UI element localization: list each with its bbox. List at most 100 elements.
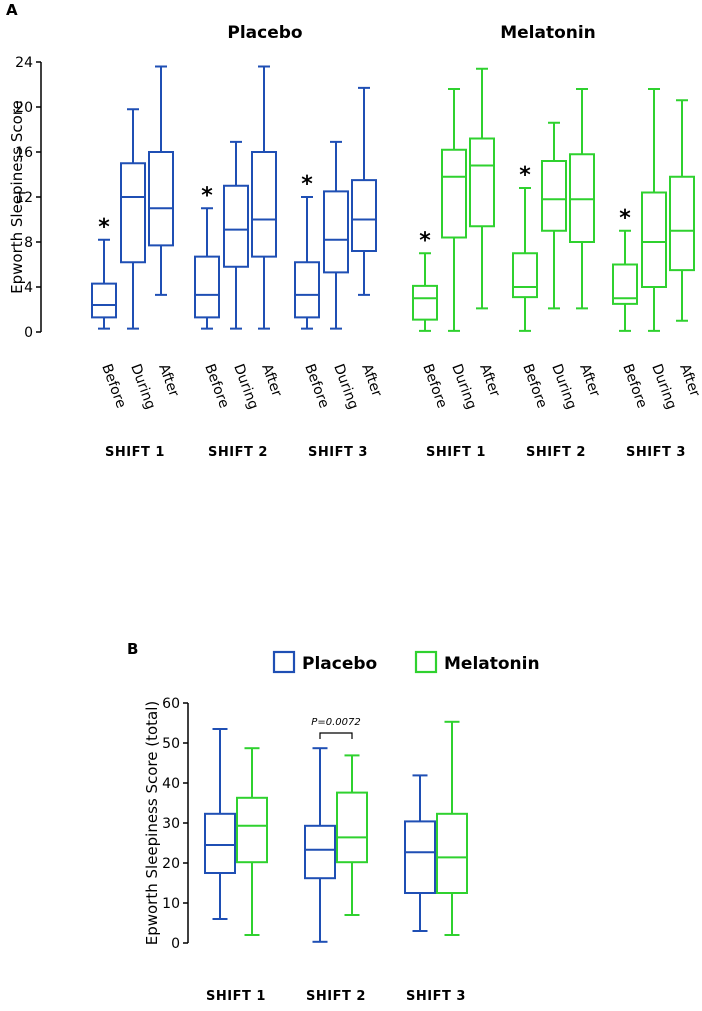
- box-placebo-shift2-during: [223, 140, 249, 330]
- legend-label-placebo: Placebo: [302, 654, 377, 674]
- box-iqr: [304, 824, 336, 880]
- panel-a-y-tick-label: 0: [24, 325, 33, 341]
- box-melatonin-shift2-before: [512, 187, 538, 332]
- significance-star: *: [619, 206, 631, 231]
- significance-bracket: [319, 732, 353, 739]
- box-total-placebo-shift3: [404, 774, 436, 932]
- legend-label-melatonin: Melatonin: [444, 654, 540, 674]
- box-iqr: [569, 153, 595, 243]
- panel-a-y-axis-label: Epworth Sleepiness Score: [8, 100, 26, 294]
- box-iqr: [669, 175, 695, 272]
- panel-b-y-tick-label: 10: [162, 896, 180, 912]
- significance-star: *: [98, 215, 110, 240]
- box-placebo-shift3-before: [294, 196, 320, 330]
- panel-a-shift-label: SHIFT 3: [626, 445, 686, 460]
- panel-a-shift-label: SHIFT 2: [526, 445, 586, 460]
- panel-a-group-title-placebo: Placebo: [227, 23, 302, 43]
- box-iqr: [148, 151, 174, 247]
- x-category-label-after: After: [155, 362, 182, 399]
- box-total-melatonin-shift2: [336, 754, 368, 916]
- x-category-label-before: Before: [301, 362, 332, 410]
- panel-b-label: B: [127, 640, 138, 658]
- panel-a-y-tick-label: 4: [24, 280, 33, 296]
- box-placebo-shift1-before: [91, 238, 117, 330]
- significance-star: *: [519, 163, 531, 188]
- panel-b-shift-label: SHIFT 2: [306, 989, 366, 1004]
- box-total-melatonin-shift1: [236, 747, 268, 936]
- legend-swatch-placebo: [272, 650, 296, 674]
- significance-star: *: [201, 183, 213, 208]
- panel-a-label: A: [6, 1, 18, 19]
- box-iqr: [91, 282, 117, 319]
- panel-b-shift-label: SHIFT 3: [406, 989, 466, 1004]
- legend-swatch-melatonin: [414, 650, 438, 674]
- box-iqr: [336, 791, 368, 864]
- box-iqr: [412, 284, 438, 321]
- panel-b-y-tick-label: 30: [162, 816, 180, 832]
- panel-b-y-tick-label: 50: [162, 736, 180, 752]
- box-melatonin-shift1-during: [441, 88, 467, 332]
- x-category-label-after: After: [258, 362, 285, 399]
- panel-a-y-tick-label: 20: [15, 100, 33, 116]
- box-iqr: [204, 812, 236, 874]
- box-total-placebo-shift2: [304, 747, 336, 943]
- box-iqr: [223, 184, 249, 268]
- x-category-label-before: Before: [419, 362, 450, 410]
- box-melatonin-shift2-during: [541, 121, 567, 310]
- box-iqr: [541, 160, 567, 232]
- x-category-label-before: Before: [619, 362, 650, 410]
- x-category-label-during: During: [548, 362, 579, 412]
- panel-b-y-axis-label: Epworth Sleepiness Score (total): [143, 701, 161, 946]
- box-melatonin-shift3-before: [612, 229, 638, 332]
- box-iqr: [323, 190, 349, 274]
- box-iqr: [120, 162, 146, 264]
- box-placebo-shift2-after: [251, 65, 277, 330]
- panel-a-shift-label: SHIFT 1: [426, 445, 486, 460]
- box-iqr: [512, 252, 538, 299]
- x-category-label-after: After: [676, 362, 702, 399]
- box-total-melatonin-shift3: [436, 720, 468, 936]
- panel-a-y-tick-label: 12: [15, 190, 33, 206]
- x-category-label-after: After: [476, 362, 503, 399]
- box-iqr: [404, 820, 436, 895]
- box-iqr: [612, 263, 638, 305]
- box-iqr: [236, 796, 268, 864]
- box-total-placebo-shift1: [204, 728, 236, 920]
- box-melatonin-shift2-after: [569, 88, 595, 310]
- x-category-label-before: Before: [201, 362, 232, 410]
- panel-a-y-tick-label: 24: [15, 55, 33, 71]
- box-placebo-shift1-during: [120, 108, 146, 330]
- panel-a-shift-label: SHIFT 3: [308, 445, 368, 460]
- significance-star: *: [419, 228, 431, 253]
- box-placebo-shift3-during: [323, 140, 349, 330]
- box-iqr: [194, 255, 220, 319]
- panel-b-y-tick-label: 0: [171, 936, 180, 952]
- panel-a-shift-label: SHIFT 1: [105, 445, 165, 460]
- box-melatonin-shift3-after: [669, 99, 695, 322]
- panel-b-shift-label: SHIFT 1: [206, 989, 266, 1004]
- significance-star: *: [301, 172, 313, 197]
- panel-a-y-tick-label: 16: [15, 145, 33, 161]
- box-iqr: [441, 148, 467, 239]
- panel-a-shift-label: SHIFT 2: [208, 445, 268, 460]
- box-placebo-shift2-before: [194, 207, 220, 330]
- x-category-label-during: During: [448, 362, 479, 412]
- p-value-annotation: P=0.0072: [311, 717, 360, 728]
- x-category-label-after: After: [358, 362, 385, 399]
- box-iqr: [469, 137, 495, 228]
- x-category-label-before: Before: [519, 362, 550, 410]
- box-iqr: [436, 812, 468, 894]
- panel-b-y-tick-label: 20: [162, 856, 180, 872]
- panel-b-y-tick-label: 40: [162, 776, 180, 792]
- x-category-label-after: After: [576, 362, 603, 399]
- panel-b-y-tick-label: 60: [162, 696, 180, 712]
- x-category-label-during: During: [648, 362, 679, 412]
- panel-a-y-tick-label: 8: [24, 235, 33, 251]
- box-iqr: [294, 261, 320, 319]
- box-iqr: [641, 191, 667, 288]
- box-placebo-shift1-after: [148, 65, 174, 296]
- box-melatonin-shift1-before: [412, 252, 438, 332]
- x-category-label-during: During: [230, 362, 261, 412]
- x-category-label-during: During: [127, 362, 158, 412]
